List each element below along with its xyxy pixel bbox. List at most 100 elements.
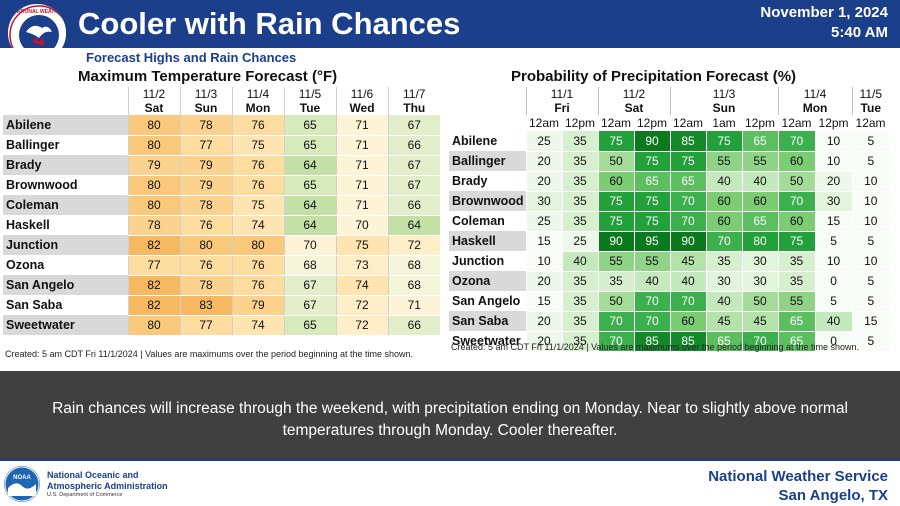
pop-value: 75 (777, 231, 816, 252)
pop-value: 15 (814, 211, 853, 232)
temp-row: Junction 82 80 80 70 75 72 (3, 235, 440, 256)
pop-date-header: 11/2 (597, 87, 670, 101)
pop-value: 45 (741, 311, 779, 332)
pop-value: 65 (705, 331, 742, 352)
temp-date-header: 11/3 (179, 87, 232, 101)
pop-value: 40 (705, 171, 742, 192)
pop-value: 70 (669, 211, 706, 232)
pop-value: 20 (525, 151, 562, 172)
temp-header-days: Sat Sun Mon Tue Wed Thu (3, 101, 440, 115)
pop-value: 5 (814, 291, 853, 312)
noaa-name: National Oceanic and Atmospheric Adminis… (47, 470, 168, 492)
temp-value: 77 (179, 135, 232, 156)
pop-value: 65 (669, 171, 706, 192)
noaa-logo-icon: NOAA (4, 466, 40, 502)
summary-band (0, 371, 900, 459)
pop-value: 10 (814, 251, 853, 272)
pop-value: 60 (669, 311, 706, 332)
pop-day-header: Mon (777, 101, 853, 115)
pop-value: 5 (851, 231, 890, 252)
footer-divider (0, 459, 900, 461)
temp-value: 65 (283, 175, 336, 196)
pop-value: 60 (777, 211, 816, 232)
pop-value: 75 (669, 151, 706, 172)
temp-value: 67 (387, 115, 440, 136)
pop-value: 10 (851, 171, 890, 192)
temp-value: 80 (127, 175, 180, 196)
pop-value: 35 (561, 271, 598, 292)
pop-location: San Angelo (452, 294, 521, 308)
temp-row: Ballinger 80 77 75 65 71 66 (3, 135, 440, 156)
temp-row: San Saba 82 83 79 67 72 71 (3, 295, 440, 316)
temp-value: 82 (127, 235, 180, 256)
temp-value: 80 (127, 315, 180, 336)
temp-date-header: 11/5 (283, 87, 336, 101)
temp-value: 82 (127, 295, 180, 316)
temp-value: 76 (231, 115, 284, 136)
corner-cell (449, 87, 526, 101)
pop-value: 10 (814, 151, 853, 172)
pop-value: 75 (705, 131, 742, 152)
temp-value: 68 (283, 255, 336, 276)
temp-value: 78 (127, 215, 180, 236)
pop-row: Brownwood 30 35 75 75 70 60 60 70 30 10 (449, 191, 890, 212)
temp-value: 79 (179, 175, 232, 196)
pop-value: 45 (669, 251, 706, 272)
pop-value: 20 (525, 271, 562, 292)
temp-value: 70 (335, 215, 388, 236)
pop-header-times: 12am 12pm 12am 12pm 12am 1am 12pm 12am 12pm 12am (449, 115, 890, 131)
pop-value: 50 (597, 151, 634, 172)
corner-cell (3, 87, 128, 101)
pop-value: 35 (561, 311, 598, 332)
temp-value: 79 (179, 155, 232, 176)
issue-date: November 1, 2024 (760, 4, 888, 21)
pop-value: 50 (777, 171, 816, 192)
pop-time-header: 12pm (815, 115, 853, 131)
temp-value: 64 (283, 155, 336, 176)
pop-value: 20 (814, 171, 853, 192)
pop-value: 20 (525, 331, 562, 352)
pop-row: Coleman 25 35 75 75 70 60 65 60 15 10 (449, 211, 890, 232)
temp-location: Coleman (3, 195, 128, 215)
pop-row: San Angelo 15 35 50 70 70 40 50 55 5 5 (449, 291, 890, 312)
nws-office-line2: San Angelo, TX (778, 487, 888, 504)
pop-value: 70 (777, 191, 816, 212)
pop-header-dates: 11/1 11/2 11/3 11/4 11/5 (449, 87, 890, 101)
issue-time: 5:40 AM (831, 24, 888, 41)
pop-value: 30 (741, 251, 779, 272)
temp-value: 66 (387, 135, 440, 156)
pop-value: 55 (777, 291, 816, 312)
temp-value: 80 (231, 235, 284, 256)
temp-row: Coleman 80 78 75 64 71 66 (3, 195, 440, 216)
pop-value: 0 (814, 271, 853, 292)
pop-value: 40 (741, 171, 779, 192)
temp-value: 68 (387, 255, 440, 276)
pop-date-header: 11/4 (777, 87, 853, 101)
temp-location: Abilene (3, 115, 128, 135)
pop-value: 35 (561, 211, 598, 232)
temp-date-header: 11/2 (127, 87, 180, 101)
temp-header-dates: 11/2 11/3 11/4 11/5 11/6 11/7 (3, 87, 440, 101)
pop-value: 35 (561, 191, 598, 212)
temp-day-header: Sun (179, 101, 232, 115)
noaa-name-line2: Atmospheric Administration (47, 481, 168, 491)
precip-table: 11/1 11/2 11/3 11/4 11/5 Fri Sat Sun Mon Tue 12am 1… (449, 87, 890, 352)
corner-cell (449, 101, 526, 115)
pop-day-header: Fri (525, 101, 598, 115)
pop-value: 30 (814, 191, 853, 212)
pop-value: 30 (525, 191, 562, 212)
pop-value: 10 (814, 131, 853, 152)
pop-value: 20 (525, 311, 562, 332)
pop-value: 65 (777, 311, 816, 332)
temp-location: Haskell (3, 215, 128, 235)
temp-value: 78 (179, 115, 232, 136)
pop-value: 35 (561, 151, 598, 172)
svg-text:NATIONAL WEATHER: NATIONAL WEATHER (13, 9, 65, 15)
pop-row: San Saba 20 35 70 70 60 45 45 65 40 15 (449, 311, 890, 332)
temp-row: Ozona 77 76 76 68 73 68 (3, 255, 440, 276)
pop-table-title: Probability of Precipitation Forecast (%… (511, 68, 797, 85)
pop-value: 55 (705, 151, 742, 172)
pop-value: 70 (777, 131, 816, 152)
pop-value: 60 (777, 151, 816, 172)
pop-time-header: 12pm (634, 115, 670, 131)
